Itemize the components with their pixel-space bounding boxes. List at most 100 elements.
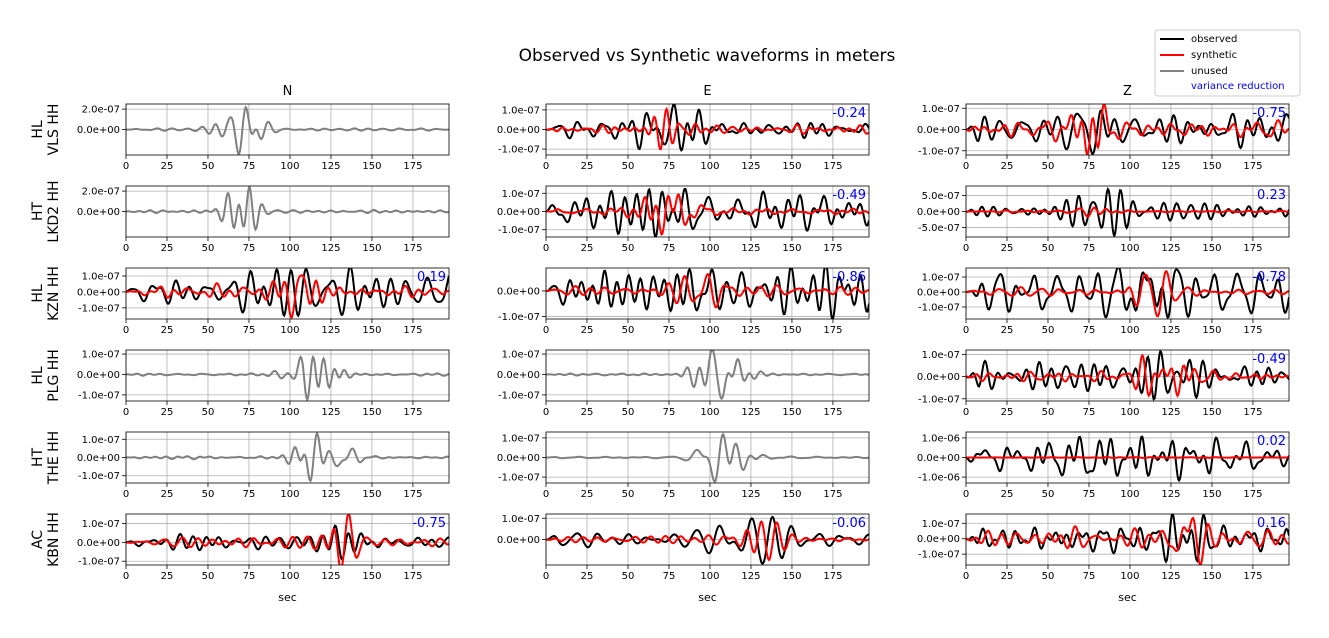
x-tick-label: 175	[1243, 489, 1262, 500]
x-tick-label: 75	[1083, 243, 1096, 254]
variance-reduction-label: -0.49	[1252, 352, 1286, 367]
trace-group	[546, 187, 869, 237]
trace-synthetic	[546, 193, 869, 237]
x-tick-label: 100	[1120, 489, 1139, 500]
y-tick-label: -1.0e-07	[498, 312, 540, 323]
x-tick-label: 0	[963, 243, 969, 254]
x-tick-label: 125	[321, 161, 340, 172]
column-header-Z: Z	[1123, 84, 1132, 99]
x-tick-label: 100	[700, 325, 719, 336]
x-tick-label: 150	[1202, 489, 1221, 500]
x-tick-label: 75	[663, 571, 676, 582]
x-tick-label: 125	[741, 407, 760, 418]
x-tick-label: 100	[1120, 325, 1139, 336]
x-tick-label: 75	[663, 325, 676, 336]
x-tick-label: 75	[1083, 407, 1096, 418]
x-tick-label: 0	[543, 407, 549, 418]
y-tick-label: 0.0e+00	[917, 534, 960, 545]
legend-frame	[1154, 29, 1301, 97]
x-tick-label: 125	[1161, 161, 1180, 172]
y-tick-label: -1.0e-07	[918, 394, 960, 405]
x-tick-label: 50	[622, 325, 635, 336]
x-tick-label: 25	[161, 243, 174, 254]
x-tick-label: 150	[782, 161, 801, 172]
y-tick-label: 0.0e+00	[77, 370, 120, 381]
x-tick-label: 50	[1042, 325, 1055, 336]
x-tick-label: 100	[280, 407, 299, 418]
y-tick-label: 1.0e-07	[922, 104, 960, 115]
x-tick-label: 50	[1042, 407, 1055, 418]
x-tick-label: 75	[243, 489, 256, 500]
y-tick-label: 1.0e-07	[922, 273, 960, 284]
panel-1-N: 0 25 50 75 100 125 150 175 0.0e+00 2.0e-07	[77, 185, 450, 254]
x-tick-label: 25	[1001, 571, 1014, 582]
panel-3-N: 0 25 50 75 100 125 150 175 -1.0e-07 0.0e+00 1.0e-0…	[77, 350, 450, 418]
x-tick-label: 0	[963, 489, 969, 500]
y-tick-label: 0.0e+00	[917, 288, 960, 299]
x-tick-label: 75	[243, 571, 256, 582]
y-tick-label: 0.0e+00	[497, 207, 540, 218]
x-tick-label: 50	[622, 489, 635, 500]
x-tick-label: 50	[1042, 161, 1055, 172]
x-tick-label: 100	[1120, 407, 1139, 418]
x-tick-label: 175	[823, 243, 842, 254]
x-tick-label: 0	[123, 161, 129, 172]
panel-grid: 0 25 50 75 100 125 150 175 0.0e+00 2.0e-07 0 25 50 75…	[30, 84, 1290, 604]
x-tick-label: 175	[403, 571, 422, 582]
panel-frame	[545, 431, 870, 484]
station-network-label: HL	[30, 284, 46, 303]
trace-group	[966, 514, 1289, 565]
x-tick-label: 150	[362, 489, 381, 500]
panel-frame	[965, 185, 1290, 238]
station-network-label: HT	[30, 448, 46, 468]
panel-3-E: 0 25 50 75 100 125 150 175 -1.0e-07 0.0e+00 1.0e-0…	[497, 350, 870, 418]
x-tick-label: 25	[581, 571, 594, 582]
x-tick-label: 50	[1042, 571, 1055, 582]
y-tick-label: 2.0e-07	[82, 187, 120, 198]
trace-unused	[546, 350, 869, 401]
trace-synthetic	[126, 514, 449, 565]
station-name-label: VLS HH	[46, 104, 62, 156]
panel-frame	[965, 103, 1290, 156]
y-tick-label: -1.0e-07	[918, 146, 960, 157]
y-tick-label: 1.0e-06	[922, 433, 960, 444]
station-network-label: HL	[30, 120, 46, 139]
x-tick-label: 100	[280, 489, 299, 500]
x-tick-label: 150	[362, 571, 381, 582]
x-tick-label: 25	[1001, 489, 1014, 500]
x-tick-label: 175	[403, 489, 422, 500]
column-header-N: N	[283, 84, 293, 99]
station-network-label: HL	[30, 366, 46, 385]
x-tick-label: 50	[1042, 489, 1055, 500]
x-tick-label: 175	[823, 407, 842, 418]
x-tick-label: 75	[663, 489, 676, 500]
x-tick-label: 0	[123, 571, 129, 582]
x-tick-label: 25	[161, 161, 174, 172]
y-tick-label: 0.0e+00	[917, 125, 960, 136]
panel-frame	[125, 185, 450, 238]
x-tick-label: 0	[543, 489, 549, 500]
x-tick-label: 150	[782, 571, 801, 582]
x-tick-label: 0	[123, 325, 129, 336]
y-tick-label: 1.0e-07	[502, 350, 540, 361]
x-tick-label: 100	[700, 489, 719, 500]
trace-unused	[546, 432, 869, 483]
trace-observed	[966, 350, 1289, 401]
x-axis-label: sec	[1118, 591, 1137, 604]
x-tick-label: 50	[1042, 243, 1055, 254]
y-tick-label: 0.0e+00	[497, 453, 540, 464]
variance-reduction-label: 0.02	[1257, 434, 1286, 449]
x-tick-label: 25	[161, 325, 174, 336]
y-tick-label: 1.0e-07	[82, 350, 120, 361]
y-tick-label: 0.0e+00	[917, 372, 960, 383]
x-tick-label: 50	[202, 161, 215, 172]
x-tick-label: 175	[1243, 161, 1262, 172]
x-tick-label: 125	[321, 407, 340, 418]
x-tick-label: 150	[1202, 161, 1221, 172]
x-tick-label: 125	[321, 571, 340, 582]
trace-synthetic	[126, 274, 449, 319]
panel-frame	[125, 103, 450, 156]
x-tick-label: 100	[280, 325, 299, 336]
x-tick-label: 150	[362, 325, 381, 336]
trace-synthetic	[966, 269, 1289, 318]
